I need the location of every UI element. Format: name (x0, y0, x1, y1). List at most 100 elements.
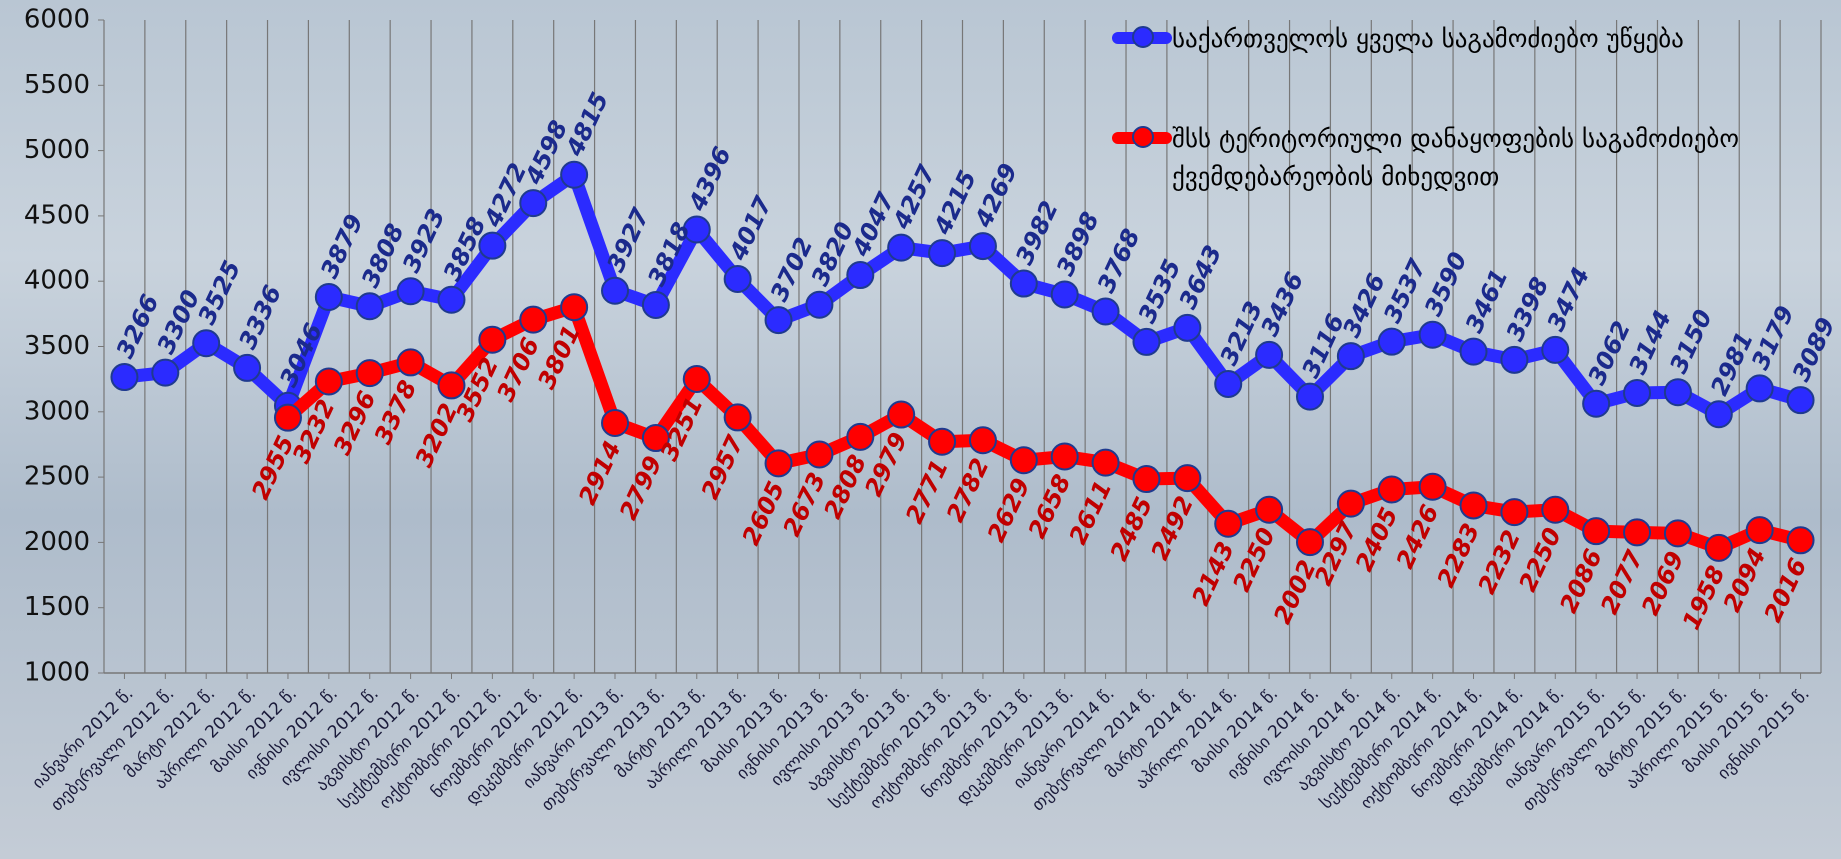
point (1582, 389, 1611, 418)
point (846, 422, 875, 451)
point (1295, 528, 1324, 557)
legend-label: საქართველოს ყველა საგამოძიებო უწყება (1172, 24, 1684, 53)
point (764, 306, 793, 335)
point (1745, 374, 1774, 403)
point (396, 277, 425, 306)
point (273, 403, 302, 432)
point (1704, 533, 1733, 562)
point (1745, 516, 1774, 545)
point (928, 427, 957, 456)
data-label: 3643 (1174, 241, 1228, 313)
data-label: 2605 (737, 477, 791, 549)
data-label: 3296 (328, 387, 382, 459)
point (682, 365, 711, 394)
data-label: 3436 (1256, 268, 1310, 340)
point (846, 261, 875, 290)
y-tick-label: 2000 (24, 527, 90, 557)
point (519, 189, 548, 218)
legend-swatch (1112, 26, 1172, 48)
point (1173, 464, 1202, 493)
data-label: 3927 (601, 204, 655, 277)
data-label: 2799 (614, 452, 668, 524)
point (355, 359, 384, 388)
point (887, 233, 916, 262)
point (1050, 442, 1079, 471)
y-tick-label: 5000 (24, 135, 90, 165)
y-tick-label: 3500 (24, 331, 90, 361)
point (1541, 495, 1570, 524)
point (1295, 382, 1324, 411)
legend-item: საქართველოს ყველა საგამოძიებო უწყება (1112, 20, 1812, 58)
y-tick-label: 6000 (24, 5, 90, 35)
data-label: 2914 (573, 437, 627, 509)
y-tick-label: 4500 (24, 200, 90, 230)
data-label: 3768 (1092, 225, 1146, 297)
point (1336, 489, 1365, 518)
point (1459, 491, 1488, 520)
y-tick-label: 1500 (24, 592, 90, 622)
point (641, 424, 670, 453)
data-label: 4815 (560, 88, 614, 161)
point (1009, 269, 1038, 298)
point (723, 403, 752, 432)
point (1377, 475, 1406, 504)
data-label: 3590 (1419, 248, 1473, 320)
point (1418, 472, 1447, 501)
point (478, 325, 507, 354)
y-tick-label: 2500 (24, 462, 90, 492)
legend-marker (1132, 126, 1154, 148)
point (1214, 509, 1243, 538)
point (1132, 465, 1161, 494)
point (723, 264, 752, 293)
point (1500, 498, 1529, 527)
point (437, 371, 466, 400)
point (478, 231, 507, 260)
legend-item: შსს ტერიტორიული დანაყოფების საგამოძიებო … (1112, 120, 1812, 196)
data-label: 2955 (246, 431, 300, 503)
data-label: 3525 (193, 256, 247, 328)
data-label: 2250 (1513, 523, 1567, 595)
point (1663, 378, 1692, 407)
data-label: 2957 (696, 431, 750, 504)
point (1214, 369, 1243, 398)
point (314, 283, 343, 312)
point (1173, 313, 1202, 342)
point (560, 293, 589, 322)
legend-swatch (1112, 126, 1172, 148)
point (1050, 280, 1079, 309)
point (1459, 337, 1488, 366)
point (1786, 526, 1815, 555)
data-label: 4269 (969, 159, 1023, 232)
data-label: 3474 (1542, 263, 1596, 335)
data-label: 2629 (982, 474, 1036, 546)
y-tick-label: 3000 (24, 396, 90, 426)
point (560, 160, 589, 189)
point (601, 409, 630, 438)
point (1255, 340, 1284, 369)
point (1786, 386, 1815, 415)
point (1623, 378, 1652, 407)
point (601, 276, 630, 305)
point (887, 400, 916, 429)
point (1500, 345, 1529, 374)
point (1704, 400, 1733, 429)
data-label: 3089 (1787, 313, 1841, 385)
legend-marker (1132, 26, 1154, 48)
point (396, 348, 425, 377)
y-tick-label: 1000 (24, 658, 90, 688)
point (233, 353, 262, 382)
data-label: 3062 (1583, 317, 1637, 389)
point (1009, 446, 1038, 475)
point (1418, 320, 1447, 349)
point (682, 215, 711, 244)
point (1582, 517, 1611, 546)
data-label: 3336 (233, 281, 287, 353)
point (192, 329, 221, 358)
y-tick-label: 5500 (24, 70, 90, 100)
legend-label: შსს ტერიტორიული დანაყოფების საგამოძიებო … (1172, 124, 1739, 191)
point (1091, 297, 1120, 326)
point (1663, 519, 1692, 548)
data-label: 2782 (941, 454, 995, 526)
point (110, 363, 139, 392)
